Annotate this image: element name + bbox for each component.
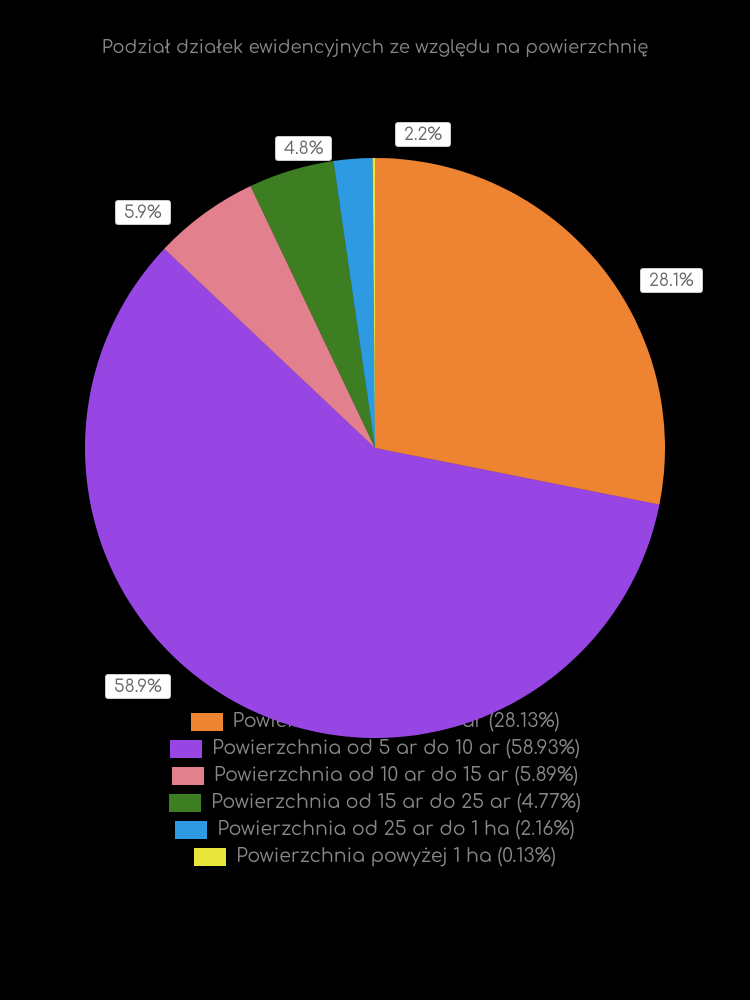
legend-swatch — [194, 848, 226, 866]
legend-swatch — [169, 794, 201, 812]
slice-label: 4.8% — [275, 136, 332, 161]
legend-label: Powierzchnia od 15 ar do 25 ar (4.77%) — [211, 792, 581, 813]
legend-item: Powierzchnia od 25 ar do 1 ha (2.16%) — [175, 819, 574, 840]
slice-label: 58.9% — [105, 674, 171, 699]
slice-label: 28.1% — [640, 268, 703, 293]
pie-slice — [375, 158, 665, 505]
legend-label: Powierzchnia od 25 ar do 1 ha (2.16%) — [217, 819, 574, 840]
legend-item: Powierzchnia powyżej 1 ha (0.13%) — [194, 846, 556, 867]
pie-chart — [0, 78, 750, 778]
pie-chart-area: 28.1% 58.9% 5.9% 4.8% 2.2% — [0, 78, 750, 698]
slice-label: 2.2% — [395, 122, 451, 147]
legend-swatch — [175, 821, 207, 839]
chart-title: Podział działek ewidencyjnych ze względu… — [0, 0, 750, 58]
slice-label: 5.9% — [115, 200, 171, 225]
legend-item: Powierzchnia od 15 ar do 25 ar (4.77%) — [169, 792, 581, 813]
legend-label: Powierzchnia powyżej 1 ha (0.13%) — [236, 846, 556, 867]
